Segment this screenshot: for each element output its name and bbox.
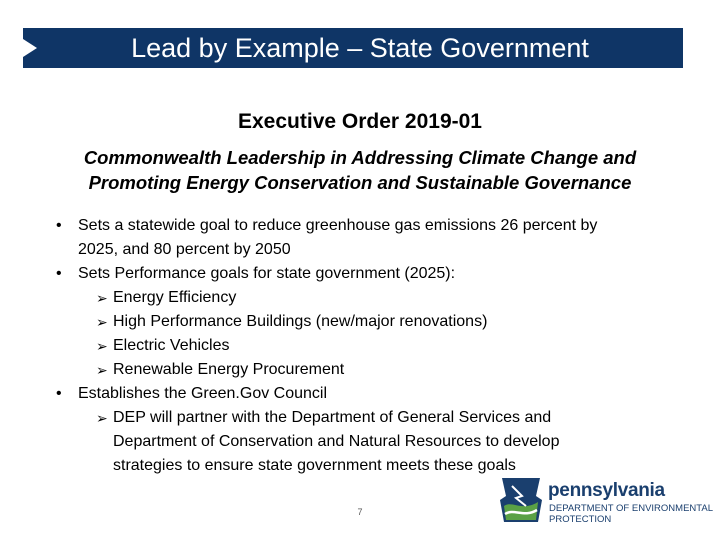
sub-bullet-text: High Performance Buildings (new/major re… [113, 313, 488, 330]
title-bar [23, 28, 683, 68]
logo-dept-line: DEPARTMENT OF ENVIRONMENTAL [549, 503, 713, 514]
logo-dept-line: PROTECTION [549, 514, 612, 525]
arrow-bullet-icon: ➢ [96, 314, 108, 330]
subtitle-line: Promoting Energy Conservation and Sustai… [88, 172, 632, 193]
subtitle-line: Commonwealth Leadership in Addressing Cl… [83, 147, 637, 168]
arrow-bullet-icon: ➢ [96, 290, 108, 306]
logo-wordmark: pennsylvania [548, 480, 665, 501]
sub-bullet-text: Electric Vehicles [113, 337, 230, 354]
arrow-bullet-icon: ➢ [96, 338, 108, 354]
dep-logo: pennsylvania DEPARTMENT OF ENVIRONMENTAL… [498, 476, 713, 526]
page-number: 7 [357, 507, 363, 517]
triangle-marker-icon [23, 39, 37, 57]
sub-bullet-text: Energy Efficiency [113, 289, 237, 306]
arrow-bullet-icon: ➢ [96, 362, 108, 378]
bullet-text: 2025, and 80 percent by 2050 [78, 241, 291, 258]
sub-bullet-text: DEP will partner with the Department of … [113, 409, 552, 426]
bullet-text: Sets Performance goals for state governm… [78, 265, 456, 282]
executive-order-heading: Executive Order 2019-01 [238, 110, 482, 133]
sub-bullet-text: strategies to ensure state government me… [113, 457, 516, 474]
bullet-dot: • [56, 265, 62, 282]
bullet-text: Sets a statewide goal to reduce greenhou… [78, 217, 598, 234]
bullet-dot: • [56, 385, 62, 402]
logo-department: DEPARTMENT OF ENVIRONMENTAL PROTECTION [549, 503, 713, 525]
sub-bullet-text: Department of Conservation and Natural R… [113, 433, 560, 450]
arrow-bullet-icon: ➢ [96, 410, 108, 426]
bullet-text: Establishes the Green.Gov Council [78, 385, 328, 402]
sub-bullet-text: Renewable Energy Procurement [113, 361, 345, 378]
slide-title: Lead by Example – State Government [131, 32, 589, 63]
bullet-dot: • [56, 217, 62, 234]
executive-order-subtitle: Commonwealth Leadership in Addressing Cl… [0, 145, 720, 195]
pa-keystone-logo-icon [500, 478, 542, 522]
